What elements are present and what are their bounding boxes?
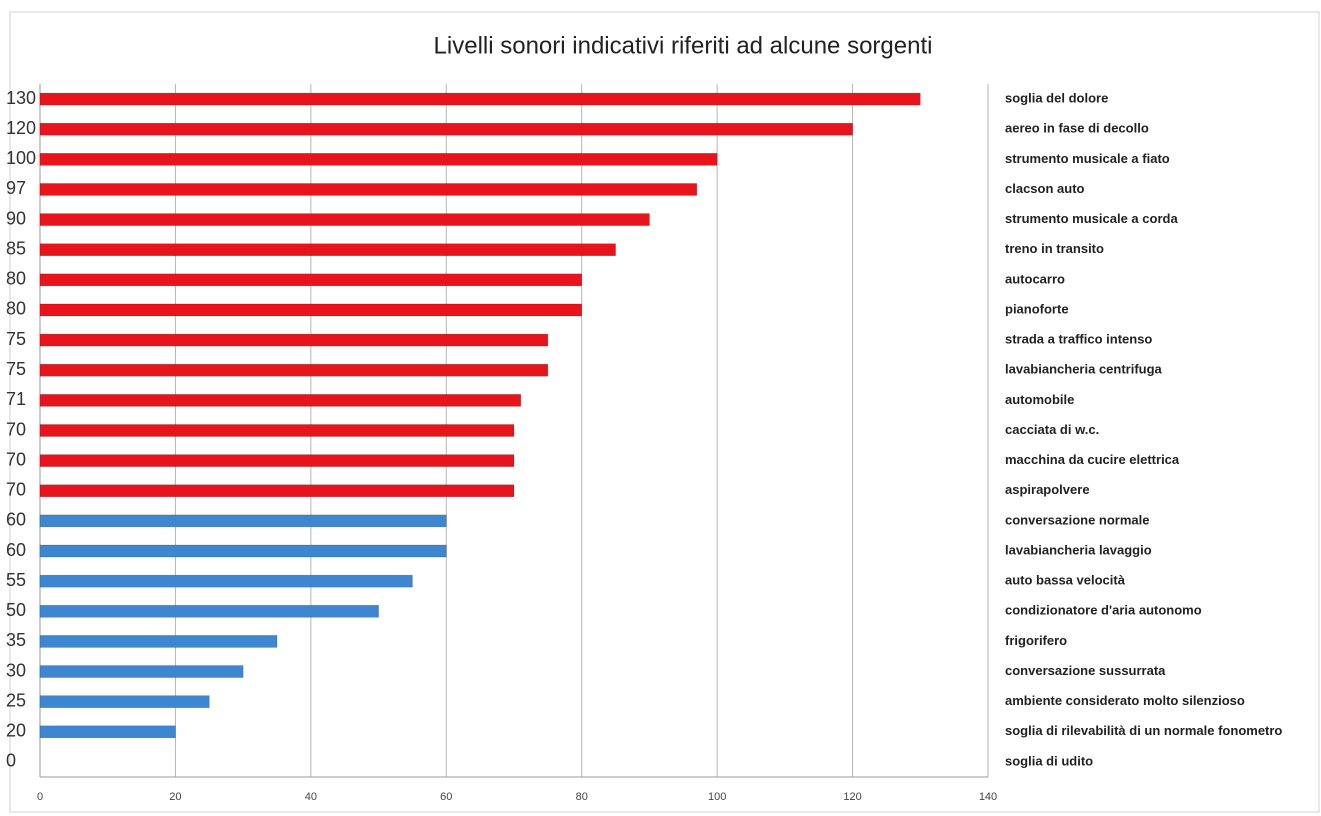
value-label: 100: [6, 148, 36, 168]
x-tick-label: 20: [169, 791, 181, 803]
value-label: 70: [6, 480, 26, 500]
category-label: soglia di udito: [1005, 753, 1093, 768]
category-label: aereo in fase di decollo: [1005, 121, 1149, 136]
x-tick-label: 60: [440, 791, 452, 803]
value-label: 50: [6, 600, 26, 620]
x-tick-label: 40: [305, 791, 317, 803]
category-label: automobile: [1005, 392, 1074, 407]
category-label: ambiente considerato molto silenzioso: [1005, 693, 1245, 708]
bar: [39, 695, 210, 708]
chart-frame: [9, 11, 1320, 813]
bar: [39, 604, 379, 618]
x-tick-label: 80: [576, 791, 588, 803]
value-label: 35: [6, 630, 26, 650]
category-label: conversazione normale: [1005, 512, 1150, 527]
category-label: macchina da cucire elettrica: [1005, 452, 1180, 467]
value-label: 60: [6, 510, 26, 530]
value-label: 25: [6, 690, 26, 710]
bar: [39, 484, 515, 498]
category-label: clacson auto: [1005, 181, 1085, 196]
value-label: 55: [6, 570, 26, 590]
x-tick-label: 140: [979, 791, 997, 803]
category-label: strumento musicale a corda: [1005, 211, 1178, 226]
bar: [39, 424, 515, 437]
value-label: 0: [6, 751, 16, 771]
bar: [39, 213, 650, 226]
category-label: frigorifero: [1005, 633, 1067, 648]
value-label: 97: [6, 178, 26, 198]
value-label: 120: [6, 118, 36, 138]
value-label: 60: [6, 540, 26, 560]
value-label: 80: [6, 269, 26, 289]
category-label: aspirapolvere: [1005, 482, 1090, 497]
x-tick-label: 0: [37, 791, 43, 803]
bar: [39, 183, 698, 196]
category-label: treno in transito: [1005, 241, 1104, 256]
bar: [39, 333, 549, 347]
bar: [39, 153, 718, 166]
bar: [39, 635, 278, 648]
value-label: 75: [6, 359, 26, 379]
value-label: 90: [6, 208, 26, 228]
category-label: soglia di rilevabilità di un normale fon…: [1005, 723, 1282, 738]
value-label: 70: [6, 419, 26, 439]
bar: [39, 454, 515, 467]
category-label: lavabiancheria lavaggio: [1005, 542, 1152, 557]
value-label: 70: [6, 449, 26, 469]
bar: [39, 92, 921, 106]
value-label: 71: [6, 389, 26, 409]
chart-title: Livelli sonori indicativi riferiti ad al…: [434, 32, 933, 59]
x-tick-label: 120: [843, 791, 861, 803]
bar: [39, 725, 176, 739]
bar: [39, 273, 583, 287]
bar: [39, 665, 244, 678]
value-label: 20: [6, 721, 26, 741]
value-label: 85: [6, 238, 26, 258]
bar: [39, 394, 522, 407]
category-label: pianoforte: [1005, 301, 1069, 316]
bar: [39, 363, 549, 377]
bar: [39, 574, 413, 588]
bar: [39, 122, 853, 136]
category-label: lavabiancheria centrifuga: [1005, 362, 1163, 377]
category-label: strumento musicale a fiato: [1005, 151, 1170, 166]
value-label: 130: [6, 88, 36, 108]
bar: [39, 544, 447, 558]
value-label: 75: [6, 329, 26, 349]
x-tick-label: 100: [708, 791, 726, 803]
category-label: autocarro: [1005, 271, 1065, 286]
category-label: soglia del dolore: [1005, 91, 1108, 106]
bar: [39, 514, 447, 528]
category-label: strada a traffico intenso: [1005, 332, 1152, 347]
category-label: conversazione sussurrata: [1005, 663, 1166, 678]
value-label: 80: [6, 299, 26, 319]
category-label: auto bassa velocità: [1005, 573, 1126, 588]
value-label: 30: [6, 660, 26, 680]
bar: [39, 303, 583, 317]
category-label: condizionatore d'aria autonomo: [1005, 603, 1202, 618]
category-label: cacciata di w.c.: [1005, 422, 1099, 437]
bar: [39, 243, 616, 257]
